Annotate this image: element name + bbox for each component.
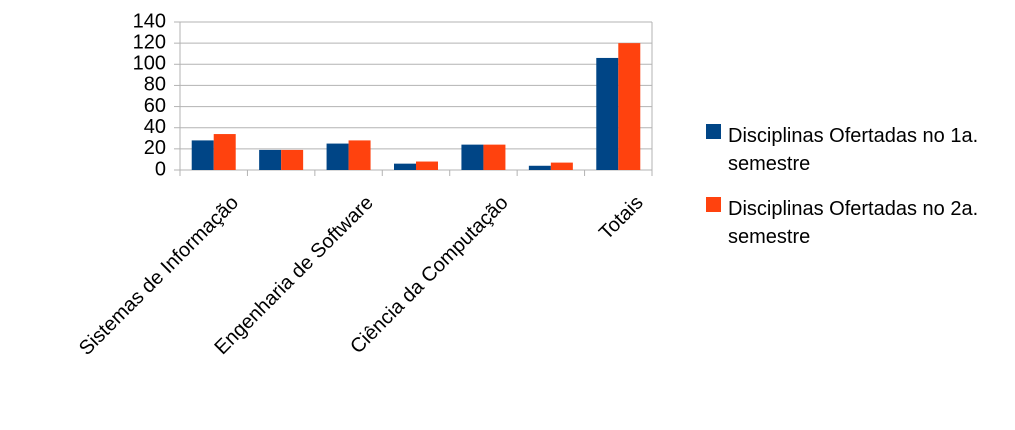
bar bbox=[461, 144, 484, 170]
y-tick-label: 140 bbox=[133, 10, 166, 32]
bar bbox=[483, 144, 506, 170]
bar bbox=[191, 140, 214, 170]
bar bbox=[596, 57, 619, 170]
bar bbox=[394, 163, 416, 170]
y-tick-label: 0 bbox=[155, 158, 166, 180]
bar bbox=[281, 149, 304, 170]
y-tick-label: 100 bbox=[133, 53, 166, 75]
bar bbox=[326, 143, 349, 170]
bar bbox=[550, 162, 573, 170]
x-tick-label: Engenharia de Software bbox=[211, 192, 378, 359]
legend-swatch bbox=[706, 124, 721, 139]
bar bbox=[348, 140, 371, 170]
bar bbox=[528, 165, 551, 170]
legend-label: Disciplinas Ofertadas no 2a. semestre bbox=[728, 198, 979, 248]
y-tick-label: 120 bbox=[133, 31, 166, 53]
x-tick-label: Ciência da Computação bbox=[346, 192, 513, 359]
y-tick-label: 40 bbox=[144, 116, 166, 138]
legend-label: Disciplinas Ofertadas no 1a. semestre bbox=[728, 125, 979, 175]
y-tick-label: 20 bbox=[144, 137, 166, 159]
x-tick-label: Totais bbox=[595, 192, 648, 245]
bar bbox=[213, 134, 236, 170]
y-tick-label: 80 bbox=[144, 74, 166, 96]
legend-swatch bbox=[706, 197, 721, 212]
y-tick-label: 60 bbox=[144, 95, 166, 117]
x-tick-label: Sistemas de Informação bbox=[75, 192, 243, 360]
bar bbox=[416, 161, 438, 170]
bar bbox=[259, 149, 282, 170]
bar bbox=[618, 43, 641, 171]
